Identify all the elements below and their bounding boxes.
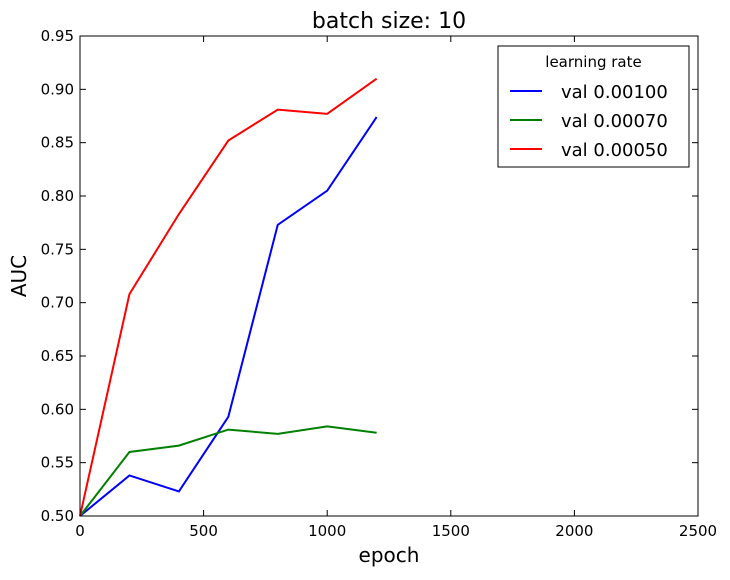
y-tick-label: 0.55	[41, 454, 74, 472]
chart-title: batch size: 10	[312, 9, 466, 34]
x-tick-label: 500	[189, 522, 218, 540]
y-axis-label: AUC	[7, 255, 31, 297]
legend-label-2: val 0.00070	[561, 111, 668, 132]
y-tick-label: 0.65	[41, 347, 74, 365]
y-tick-label: 0.70	[41, 294, 74, 312]
x-tick-label: 0	[75, 522, 85, 540]
y-tick-label: 0.60	[41, 400, 74, 418]
y-tick-label: 0.75	[41, 240, 74, 258]
y-tick-label: 0.50	[41, 507, 74, 525]
y-tick-label: 0.95	[41, 27, 74, 45]
plot-frame	[79, 35, 699, 517]
x-axis-label: epoch	[359, 543, 420, 567]
legend-label-1: val 0.00100	[561, 82, 668, 103]
x-tick-label: 1500	[432, 522, 470, 540]
y-tick-label: 0.80	[41, 187, 74, 205]
legend-title: learning rate	[545, 53, 641, 71]
x-tick-label: 1000	[308, 522, 346, 540]
series-line-2	[79, 425, 377, 517]
series-line-1	[79, 116, 378, 517]
series-line-3	[79, 77, 378, 517]
y-tick-label: 0.85	[41, 134, 74, 152]
x-tick-label: 2500	[679, 522, 717, 540]
y-tick-label: 0.90	[41, 80, 74, 98]
x-tick-label: 2000	[555, 522, 593, 540]
legend-box	[497, 45, 690, 168]
legend-label-3: val 0.00050	[561, 140, 668, 161]
